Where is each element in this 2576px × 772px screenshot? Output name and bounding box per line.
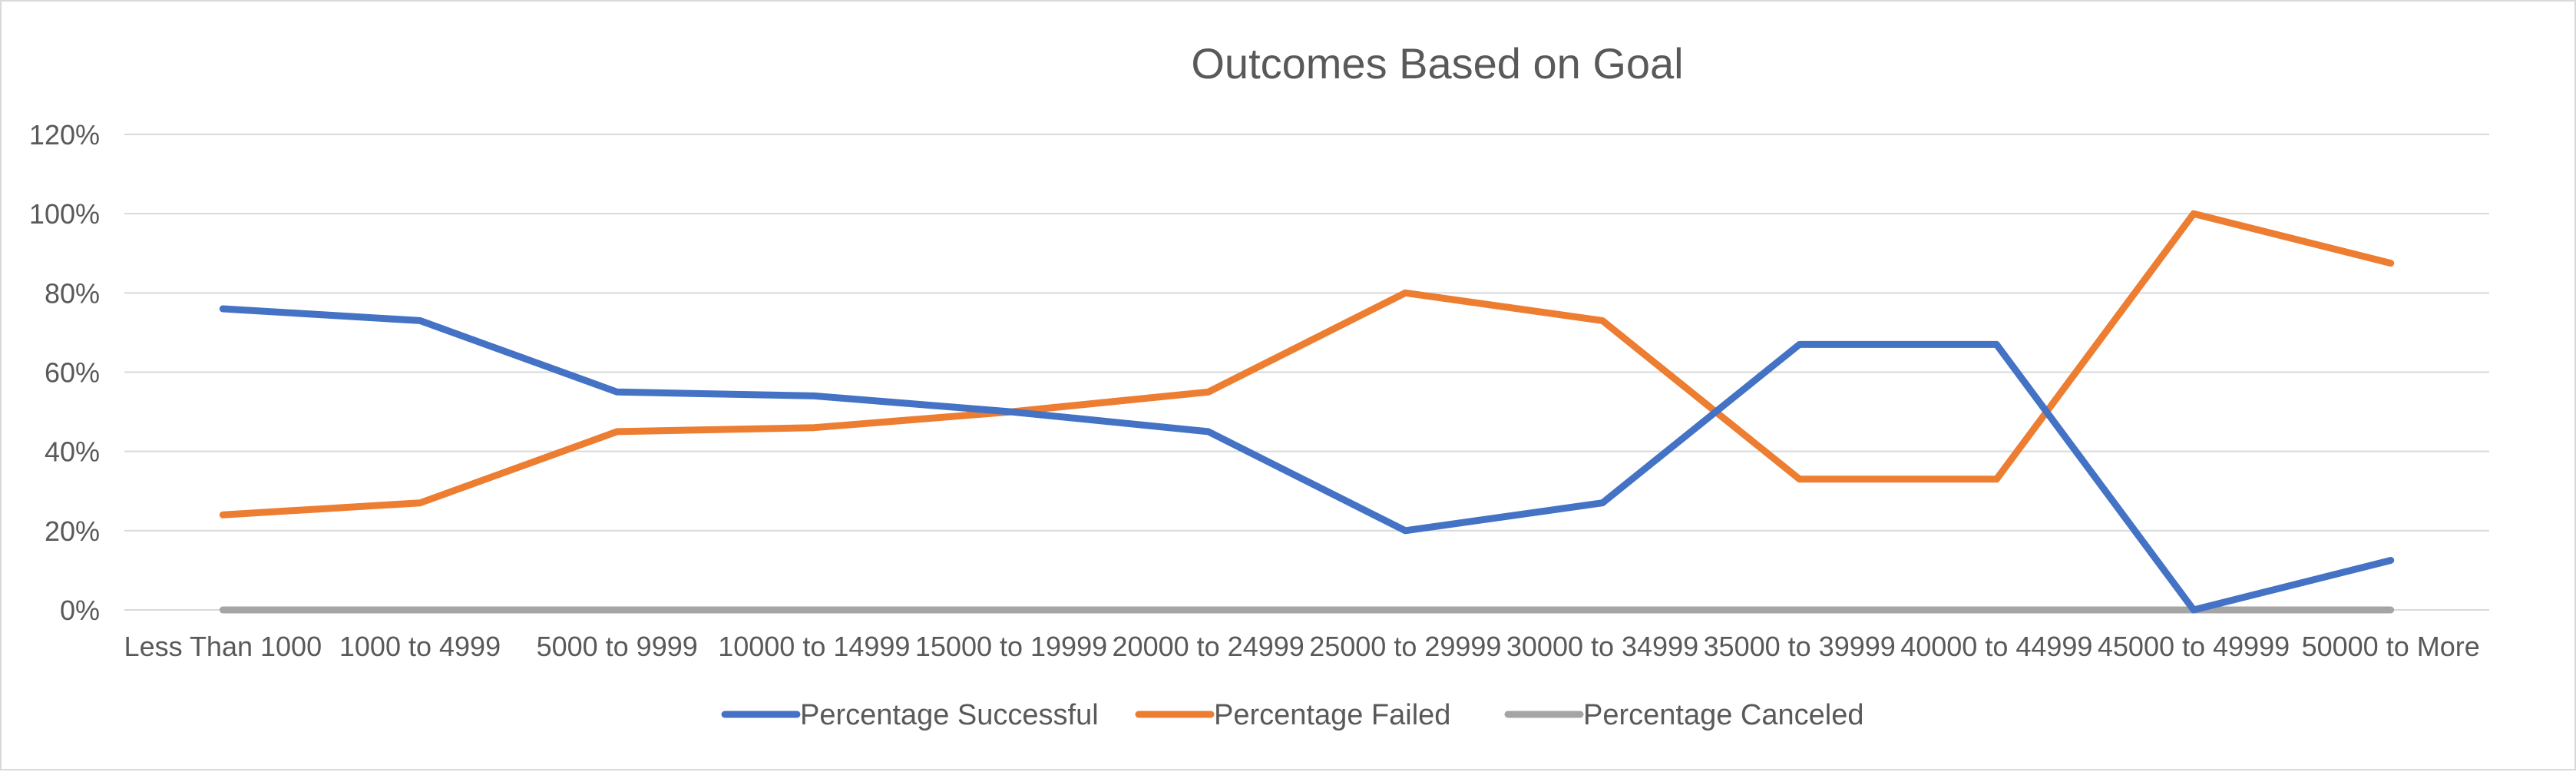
- y-axis-tick-labels: 0% 20% 40% 60% 80% 100% 120%: [29, 119, 100, 626]
- x-tick-label: 1000 to 4999: [339, 631, 501, 662]
- x-tick-label: 30000 to 34999: [1506, 631, 1698, 662]
- series-lines: [219, 210, 2395, 614]
- x-tick-label: 15000 to 19999: [915, 631, 1107, 662]
- y-tick-label: 80%: [45, 277, 100, 309]
- x-tick-label: 20000 to 24999: [1113, 631, 1305, 662]
- y-tick-label: 100%: [29, 198, 100, 230]
- series-line-percentage-failed: [219, 210, 2395, 519]
- y-tick-label: 0%: [60, 595, 100, 626]
- legend-label: Percentage Canceled: [1583, 699, 1863, 731]
- series-line-percentage-successful: [219, 305, 2395, 614]
- legend-label: Percentage Successful: [800, 699, 1099, 731]
- y-tick-label: 60%: [45, 357, 100, 389]
- y-tick-label: 120%: [29, 119, 100, 151]
- y-tick-label: 40%: [45, 436, 100, 468]
- y-tick-label: 20%: [45, 515, 100, 547]
- x-tick-label: 45000 to 49999: [2098, 631, 2290, 662]
- gridlines: [124, 134, 2489, 611]
- x-tick-label: 35000 to 39999: [1704, 631, 1896, 662]
- x-axis-tick-labels: Less Than 1000 1000 to 4999 5000 to 9999 10…: [124, 631, 2480, 662]
- legend: Percentage Successful Percentage Failed Pe…: [721, 699, 1863, 731]
- x-tick-label: 5000 to 9999: [537, 631, 698, 662]
- legend-label: Percentage Failed: [1214, 699, 1450, 731]
- x-tick-label: 40000 to 44999: [1900, 631, 2092, 662]
- chart-title: Outcomes Based on Goal: [1191, 39, 1683, 88]
- x-tick-label: Less Than 1000: [124, 631, 322, 662]
- x-tick-label: 50000 to More: [2302, 631, 2480, 662]
- x-tick-label: 25000 to 29999: [1309, 631, 1501, 662]
- x-tick-label: 10000 to 14999: [718, 631, 910, 662]
